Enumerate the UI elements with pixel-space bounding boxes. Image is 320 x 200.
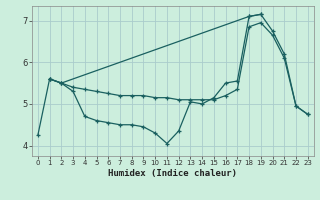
X-axis label: Humidex (Indice chaleur): Humidex (Indice chaleur) [108, 169, 237, 178]
